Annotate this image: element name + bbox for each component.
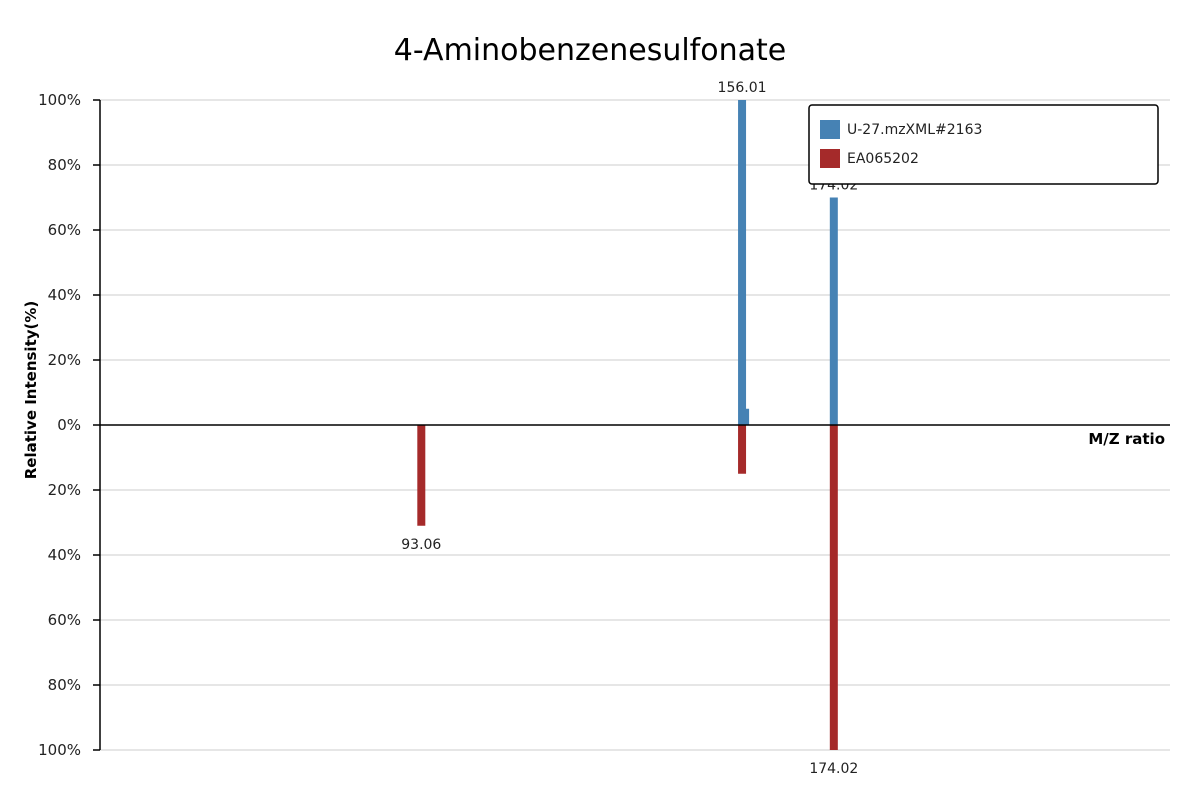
grid-layer	[100, 99, 1170, 751]
peak-bar	[829, 425, 838, 750]
peak-bar	[417, 425, 426, 526]
y-tick-label: 0%	[57, 416, 81, 434]
legend-label-series-2: EA065202	[847, 151, 919, 167]
peak-label: 93.06	[401, 537, 441, 553]
y-tick-label: 60%	[48, 611, 81, 629]
y-tick-label: 100%	[38, 741, 81, 759]
legend-swatch-series-2	[820, 149, 840, 168]
peak-bar	[738, 425, 747, 474]
tick-layer: 100% 80% 60% 40% 20% 0% 20% 40% 60% 80% 100%	[38, 91, 100, 759]
peak-label: 156.01	[718, 80, 767, 96]
y-axis-title: Relative Intensity(%)	[22, 301, 40, 480]
axis-layer	[99, 100, 1170, 750]
y-tick-label: 20%	[48, 351, 81, 369]
legend-label-series-1: U-27.mzXML#2163	[847, 122, 982, 138]
peak-bar	[745, 408, 750, 425]
peak-bar	[738, 100, 747, 425]
y-tick-label: 40%	[48, 286, 81, 304]
legend-swatch-series-1	[820, 120, 840, 139]
bar-layer	[417, 100, 838, 750]
x-axis-title: M/Z ratio	[1088, 430, 1165, 448]
legend: U-27.mzXML#2163 EA065202	[808, 104, 1159, 185]
legend-box	[808, 104, 1159, 185]
y-tick-label: 40%	[48, 546, 81, 564]
y-tick-label: 100%	[38, 91, 81, 109]
y-tick-label: 80%	[48, 156, 81, 174]
peak-bar	[829, 197, 838, 425]
peak-label: 174.02	[809, 761, 858, 777]
y-tick-label: 80%	[48, 676, 81, 694]
y-tick-label: 20%	[48, 481, 81, 499]
chart-title: 4-Aminobenzenesulfonate	[394, 33, 786, 68]
y-tick-label: 60%	[48, 221, 81, 239]
